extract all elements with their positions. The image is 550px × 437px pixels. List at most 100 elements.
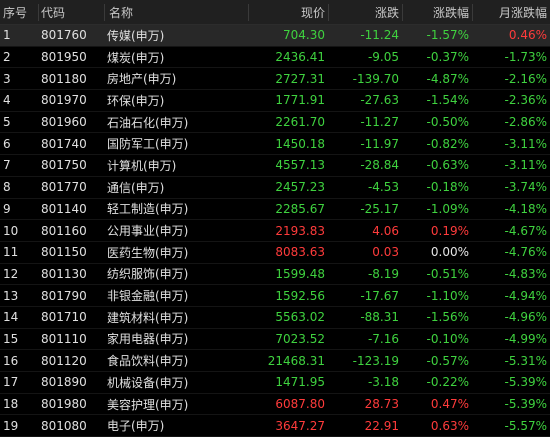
row-month-change-pct: -4.96%: [504, 310, 547, 325]
table-row[interactable]: 3 801180 房地产(申万) 2727.31 -139.70 -4.87% -2.16%: [0, 68, 550, 91]
row-price: 21468.31: [267, 353, 325, 368]
row-index: 5: [3, 115, 11, 130]
row-name: 国防军工(申万): [107, 137, 189, 152]
row-month-change-pct: -3.11%: [504, 136, 547, 151]
table-row[interactable]: 1 801760 传媒(申万) 704.30 -11.24 -1.57% 0.46%: [0, 25, 550, 47]
row-change: -17.67: [360, 288, 399, 303]
table-row[interactable]: 9 801140 轻工制造(申万) 2285.67 -25.17 -1.09% -4.18%: [0, 199, 550, 221]
row-month-change-pct: -4.67%: [504, 223, 547, 238]
row-price: 7023.52: [275, 331, 325, 346]
row-month-change-pct: -5.39%: [504, 397, 547, 412]
row-price: 1592.56: [275, 288, 325, 303]
header-name[interactable]: 名称: [104, 3, 248, 21]
row-change-pct: -1.10%: [426, 288, 469, 303]
row-name: 计算机(申万): [107, 158, 177, 173]
row-name: 建筑材料(申万): [107, 310, 189, 325]
row-change: -25.17: [360, 201, 399, 216]
table-row[interactable]: 11 801150 医药生物(申万) 8083.63 0.03 0.00% -4.76%: [0, 242, 550, 264]
row-code: 801160: [41, 223, 87, 238]
row-index: 6: [3, 136, 11, 151]
row-month-change-pct: -2.86%: [504, 115, 547, 130]
row-code: 801980: [41, 397, 87, 412]
row-change: -123.19: [352, 353, 399, 368]
row-name: 家用电器(申万): [107, 332, 189, 347]
row-month-change-pct: -2.36%: [504, 93, 547, 108]
row-change: -8.19: [367, 266, 399, 281]
row-change-pct: -0.63%: [426, 158, 469, 173]
row-change: 4.06: [372, 223, 399, 238]
table-row[interactable]: 13 801790 非银金融(申万) 1592.56 -17.67 -1.10% -4.94…: [0, 285, 550, 307]
table-row[interactable]: 10 801160 公用事业(申万) 2193.83 4.06 0.19% -4.67%: [0, 220, 550, 242]
row-change: -7.16: [367, 331, 399, 346]
row-change-pct: -0.50%: [426, 115, 469, 130]
header-price[interactable]: 现价: [248, 3, 328, 21]
header-code[interactable]: 代码: [38, 3, 104, 21]
row-code: 801970: [41, 93, 87, 108]
header-index[interactable]: 序号: [3, 5, 28, 20]
row-change: -11.24: [360, 28, 399, 43]
row-change-pct: 0.63%: [430, 418, 469, 433]
table-row[interactable]: 15 801110 家用电器(申万) 7023.52 -7.16 -0.10% -4.99%: [0, 329, 550, 351]
table-row[interactable]: 18 801980 美容护理(申万) 6087.80 28.73 0.47% -5.39%: [0, 394, 550, 416]
row-change-pct: -1.56%: [426, 310, 469, 325]
row-change-pct: -0.51%: [426, 266, 469, 281]
row-index: 8: [3, 180, 11, 195]
row-code: 801140: [41, 201, 87, 216]
row-index: 7: [3, 158, 11, 173]
row-price: 1599.48: [275, 266, 325, 281]
table-row[interactable]: 16 801120 食品饮料(申万) 21468.31 -123.19 -0.57% -5.…: [0, 350, 550, 372]
row-change-pct: -0.57%: [426, 353, 469, 368]
row-price: 704.30: [283, 28, 325, 43]
row-code: 801180: [41, 71, 87, 86]
table-header: 序号 代码 名称 现价 涨跌 涨跌幅 月涨跌幅: [0, 0, 550, 25]
row-index: 3: [3, 71, 11, 86]
row-name: 房地产(申万): [107, 72, 177, 87]
row-price: 2193.83: [275, 223, 325, 238]
row-price: 2727.31: [275, 71, 325, 86]
row-price: 8083.63: [275, 245, 325, 260]
row-change: 28.73: [364, 397, 399, 412]
row-change-pct: -0.82%: [426, 136, 469, 151]
row-change: -3.18: [367, 375, 399, 390]
row-price: 2457.23: [275, 180, 325, 195]
table-row[interactable]: 19 801080 电子(申万) 3647.27 22.91 0.63% -5.57%: [0, 415, 550, 437]
row-index: 16: [3, 353, 19, 368]
table-row[interactable]: 2 801950 煤炭(申万) 2436.41 -9.05 -0.37% -1.73%: [0, 47, 550, 69]
row-name: 公用事业(申万): [107, 224, 189, 239]
header-change-pct[interactable]: 涨跌幅: [402, 3, 472, 21]
table-row[interactable]: 17 801890 机械设备(申万) 1471.95 -3.18 -0.22% -5.39%: [0, 372, 550, 394]
row-code: 801770: [41, 180, 87, 195]
row-change: -139.70: [352, 71, 399, 86]
table-row[interactable]: 6 801740 国防军工(申万) 1450.18 -11.97 -0.82% -3.11%: [0, 133, 550, 156]
row-change-pct: 0.47%: [430, 397, 469, 412]
table-row[interactable]: 8 801770 通信(申万) 2457.23 -4.53 -0.18% -3.74%: [0, 177, 550, 199]
row-index: 14: [3, 310, 19, 325]
row-index: 10: [3, 223, 19, 238]
row-index: 1: [3, 28, 11, 43]
table-row[interactable]: 14 801710 建筑材料(申万) 5563.02 -88.31 -1.56% -4.96…: [0, 307, 550, 329]
row-code: 801130: [41, 266, 87, 281]
row-price: 2261.70: [275, 115, 325, 130]
row-index: 9: [3, 201, 11, 216]
row-price: 1771.91: [275, 93, 325, 108]
row-change-pct: -0.37%: [426, 50, 469, 65]
row-code: 801750: [41, 158, 87, 173]
row-change-pct: -1.09%: [426, 201, 469, 216]
row-code: 801960: [41, 115, 87, 130]
row-price: 2285.67: [275, 201, 325, 216]
header-month-change-pct[interactable]: 月涨跌幅: [472, 3, 550, 21]
table-row[interactable]: 12 801130 纺织服饰(申万) 1599.48 -8.19 -0.51% -4.83%: [0, 264, 550, 286]
row-change-pct: 0.19%: [430, 223, 469, 238]
row-code: 801890: [41, 375, 87, 390]
row-name: 环保(申万): [107, 93, 165, 108]
row-index: 2: [3, 50, 11, 65]
row-code: 801150: [41, 245, 87, 260]
table-row[interactable]: 4 801970 环保(申万) 1771.91 -27.63 -1.54% -2.36%: [0, 90, 550, 112]
row-change: -11.97: [360, 136, 399, 151]
header-change[interactable]: 涨跌: [328, 3, 402, 21]
row-code: 801740: [41, 136, 87, 151]
row-index: 12: [3, 266, 19, 281]
row-price: 1471.95: [275, 375, 325, 390]
table-row[interactable]: 5 801960 石油石化(申万) 2261.70 -11.27 -0.50% -2.86%: [0, 112, 550, 134]
table-row[interactable]: 7 801750 计算机(申万) 4557.13 -28.84 -0.63% -3.11%: [0, 155, 550, 177]
